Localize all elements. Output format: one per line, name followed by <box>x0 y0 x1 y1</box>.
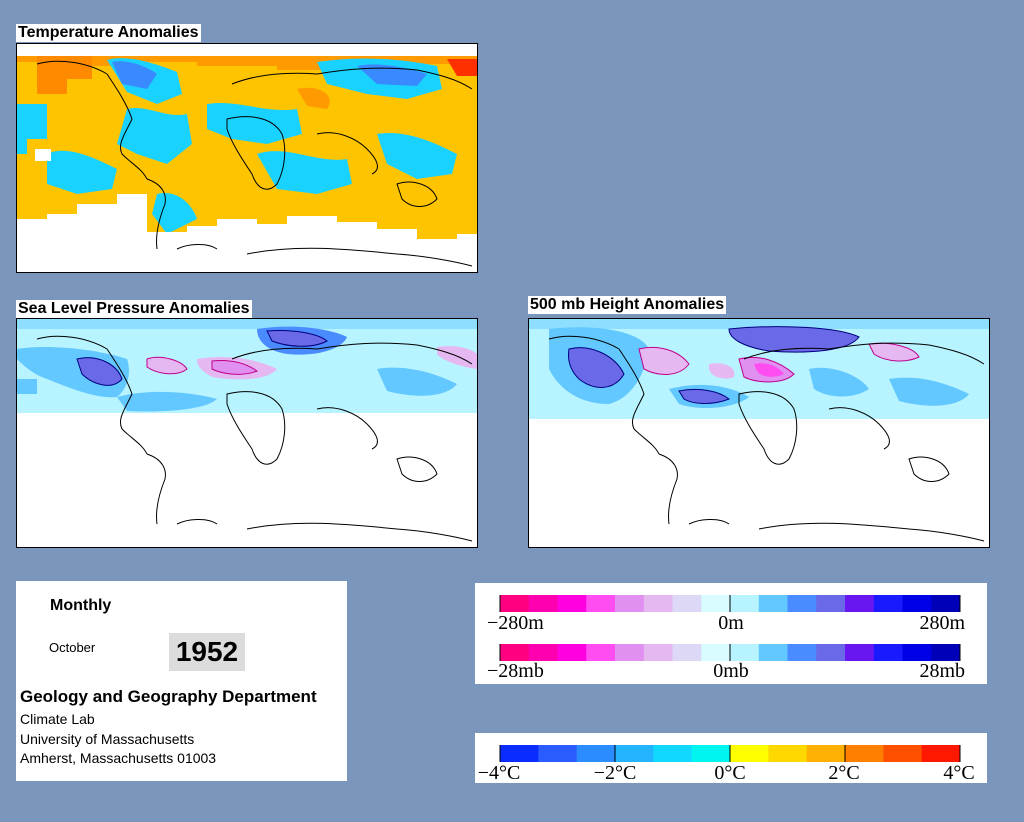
temp-scale-label-neg2: −2°C <box>594 762 637 783</box>
scale-swatch <box>845 595 875 612</box>
scale-swatch <box>806 745 846 762</box>
height-color-scale <box>499 595 961 612</box>
sea-level-pressure-anomalies-map <box>16 318 478 548</box>
height-pressure-legend: −280m 0m 280m −28mb 0mb 28mb <box>475 583 987 684</box>
scale-swatch <box>643 595 673 612</box>
scale-swatch <box>528 644 558 661</box>
scale-swatch <box>615 595 645 612</box>
scale-swatch <box>538 745 578 762</box>
info-panel: Monthly October 1952 Geology and Geograp… <box>16 581 347 781</box>
scale-swatch <box>576 745 616 762</box>
height-scale-label-max: 280m <box>919 612 965 634</box>
lab-label: Climate Lab <box>20 711 95 727</box>
temp-scale-label-pos4: 4°C <box>943 762 974 783</box>
university-label: University of Massachusetts <box>20 731 195 747</box>
scale-swatch <box>615 644 645 661</box>
sea-level-pressure-anomalies-title: Sea Level Pressure Anomalies <box>16 300 252 318</box>
scale-swatch <box>787 595 817 612</box>
coastlines <box>36 335 473 542</box>
scale-swatch <box>643 644 673 661</box>
scale-swatch <box>816 644 846 661</box>
scale-swatch <box>758 644 788 661</box>
scale-swatch <box>931 595 961 612</box>
scale-swatch <box>500 595 530 612</box>
month-label: October <box>49 640 96 655</box>
scale-swatch <box>758 595 788 612</box>
scale-swatch <box>730 644 760 661</box>
500mb-height-anomalies-title: 500 mb Height Anomalies <box>528 296 727 314</box>
scale-swatch <box>883 745 923 762</box>
scale-swatch <box>873 595 903 612</box>
coastlines <box>548 335 985 542</box>
scale-swatch <box>672 595 702 612</box>
scale-swatch <box>768 745 808 762</box>
scale-swatch <box>557 644 587 661</box>
scale-swatch <box>816 595 846 612</box>
pressure-scale-label-zero: 0mb <box>713 660 749 682</box>
scale-swatch <box>730 595 760 612</box>
temperature-legend: −4°C −2°C 0°C 2°C 4°C <box>475 733 987 783</box>
scale-swatch <box>528 595 558 612</box>
pressure-field <box>17 319 477 413</box>
year-label: 1952 <box>169 633 245 671</box>
pressure-color-scale <box>499 644 961 661</box>
scale-swatch <box>730 745 769 762</box>
scale-swatch <box>701 595 731 612</box>
scale-swatch <box>615 745 654 762</box>
scale-swatch <box>873 644 903 661</box>
temperature-anomalies-map <box>16 43 478 273</box>
scale-swatch <box>691 745 731 762</box>
temp-scale-label-neg4: −4°C <box>478 762 521 783</box>
scale-swatch <box>931 644 961 661</box>
address-label: Amherst, Massachusetts 01003 <box>20 750 217 766</box>
period-label: Monthly <box>50 597 112 614</box>
scale-swatch <box>500 644 530 661</box>
temperature-field <box>17 56 477 272</box>
coastlines <box>36 60 473 267</box>
scale-swatch <box>586 644 616 661</box>
temperature-color-scale <box>499 745 961 762</box>
500mb-height-anomalies-map <box>528 318 990 548</box>
pressure-scale-label-max: 28mb <box>919 660 965 682</box>
scale-swatch <box>586 595 616 612</box>
temp-scale-label-pos2: 2°C <box>828 762 859 783</box>
scale-swatch <box>787 644 817 661</box>
scale-swatch <box>653 745 693 762</box>
scale-swatch <box>902 644 932 661</box>
scale-swatch <box>921 745 961 762</box>
height-scale-label-min: −280m <box>487 612 544 634</box>
scale-swatch <box>845 644 875 661</box>
scale-swatch <box>500 745 539 762</box>
scale-swatch <box>845 745 884 762</box>
temp-scale-label-zero: 0°C <box>714 762 745 783</box>
scale-swatch <box>902 595 932 612</box>
temperature-anomalies-title: Temperature Anomalies <box>16 24 201 42</box>
pressure-scale-label-min: −28mb <box>487 660 544 682</box>
height-scale-label-zero: 0m <box>718 612 744 634</box>
department-label: Geology and Geography Department <box>20 687 317 706</box>
pressure-contours <box>76 330 328 386</box>
height-field <box>529 319 989 419</box>
scale-swatch <box>672 644 702 661</box>
scale-swatch <box>557 595 587 612</box>
scale-swatch <box>701 644 731 661</box>
